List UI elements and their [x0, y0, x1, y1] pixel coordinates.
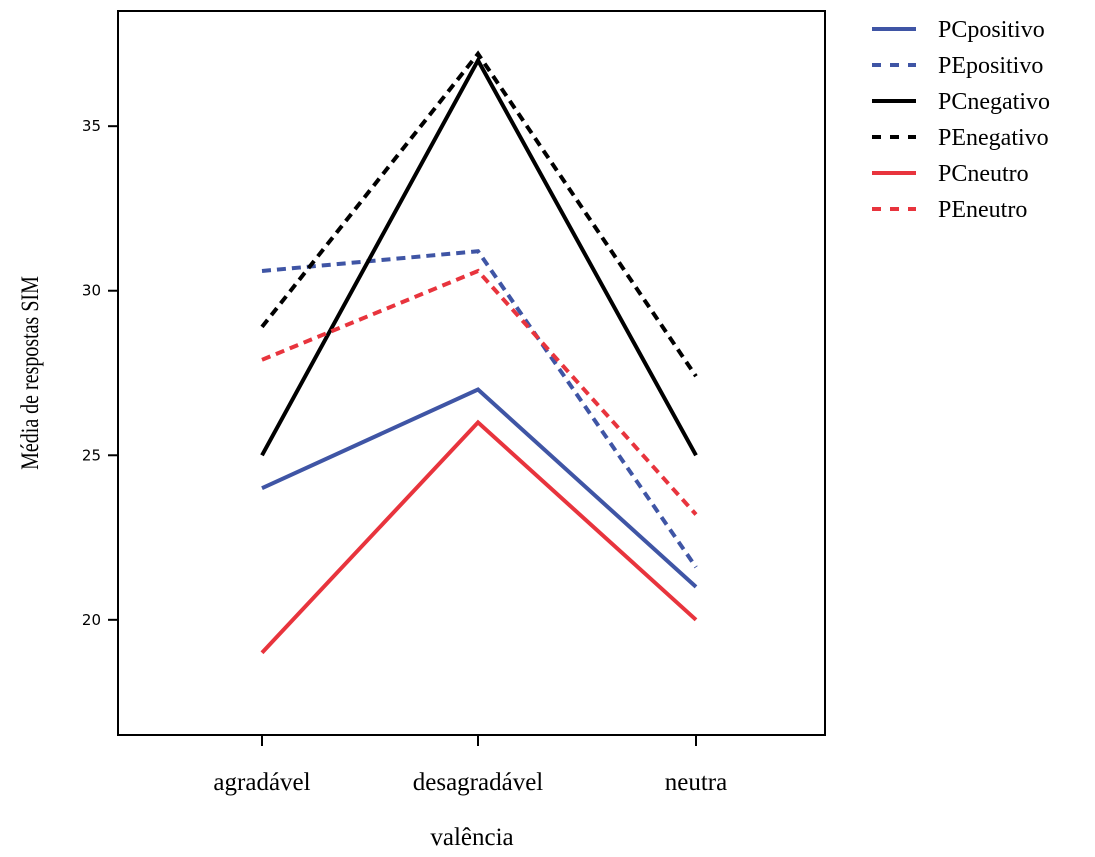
plot-frame — [117, 10, 826, 736]
series-lines — [260, 50, 698, 655]
legend-label: PEpositivo — [938, 53, 1043, 79]
y-axis-label: Média de respostas SIM — [16, 276, 44, 470]
y-tick-label: 35 — [82, 117, 101, 135]
legend-label: PCneutro — [938, 161, 1029, 187]
y-tick-label: 20 — [82, 611, 101, 629]
x-axis-label: valência — [430, 824, 513, 851]
legend-label: PEneutro — [938, 197, 1027, 223]
legend-label: PCpositivo — [938, 17, 1045, 43]
series-line-PEneutro — [261, 268, 698, 516]
series-line-PCneutro — [260, 419, 698, 655]
series-line-PEpositivo — [261, 249, 698, 569]
legend-label: PEnegativo — [938, 125, 1049, 151]
y-axis: 20 25 30 35 — [82, 117, 118, 629]
x-tick-label: agradável — [213, 769, 310, 796]
x-tick-label: desagradável — [413, 769, 544, 796]
y-tick-label: 30 — [82, 282, 101, 300]
legend: PCpositivo PEpositivo PCnegativo PEnegativo… — [872, 17, 1050, 223]
legend-label: PCnegativo — [938, 89, 1050, 115]
series-line-PCnegativo — [260, 56, 698, 457]
series-line-PEnegativo — [260, 50, 698, 378]
x-tick-label: neutra — [665, 769, 727, 796]
x-axis: agradável desagradável neutra — [213, 735, 727, 796]
y-tick-label: 25 — [82, 446, 101, 464]
series-line-PCpositivo — [261, 387, 698, 589]
